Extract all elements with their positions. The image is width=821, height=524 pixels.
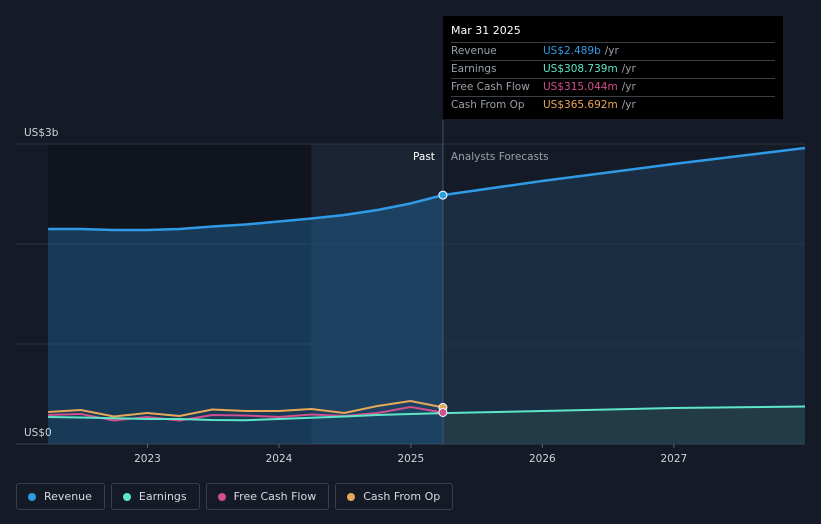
free-cash-flow-line bbox=[48, 406, 444, 422]
tooltip-label: Revenue bbox=[451, 45, 497, 57]
earnings-line bbox=[48, 412, 443, 422]
tooltip-label: Cash From Op bbox=[451, 99, 525, 111]
legend-item-cash-from-op[interactable]: Cash From Op bbox=[335, 483, 454, 510]
tooltip-value: US$315.044m bbox=[543, 81, 618, 93]
x-tick-label: 2027 bbox=[660, 453, 687, 465]
tooltip-label: Free Cash Flow bbox=[451, 81, 530, 93]
legend-label: Earnings bbox=[138, 490, 187, 503]
x-tick-label: 2023 bbox=[134, 453, 161, 465]
revenue-forecast-line bbox=[442, 146, 806, 197]
earnings-forecast-line bbox=[442, 405, 806, 415]
revenue-area-past bbox=[48, 195, 443, 444]
y-axis-bottom-label: US$0 bbox=[24, 427, 52, 439]
legend-label: Revenue bbox=[44, 490, 92, 503]
x-tick-label: 2026 bbox=[529, 453, 556, 465]
y-axis-top-label: US$3b bbox=[24, 127, 59, 139]
tooltip-date: Mar 31 2025 bbox=[451, 24, 521, 37]
cash-from-op-line bbox=[48, 400, 444, 418]
legend-dot bbox=[217, 492, 226, 501]
free-cash-flow-marker bbox=[438, 407, 448, 417]
hover-tooltip: Mar 31 2025 Revenue US$2.489b /yr Earnin… bbox=[443, 16, 783, 119]
legend-label: Cash From Op bbox=[363, 490, 441, 503]
tooltip-value: US$308.739m bbox=[543, 63, 618, 75]
x-tick-label: 2024 bbox=[266, 453, 293, 465]
revenue-line bbox=[48, 193, 444, 232]
x-tick-label: 2025 bbox=[397, 453, 424, 465]
tooltip-value: US$2.489b bbox=[543, 45, 601, 57]
tooltip-unit: /yr bbox=[621, 63, 636, 75]
tooltip-row-cash-from-op: Cash From Op US$365.692m /yr bbox=[451, 96, 775, 114]
earnings-area-forecast bbox=[442, 406, 805, 444]
tooltip-unit: /yr bbox=[621, 81, 636, 93]
forecast-label: Analysts Forecasts bbox=[451, 151, 549, 163]
legend-dot bbox=[28, 492, 36, 501]
revenue-marker bbox=[438, 190, 448, 200]
legend-item-revenue[interactable]: Revenue bbox=[16, 483, 105, 510]
legend-item-earnings[interactable]: Earnings bbox=[110, 483, 200, 510]
legend-label: Free Cash Flow bbox=[233, 490, 317, 503]
tooltip-label: Earnings bbox=[451, 63, 497, 75]
tooltip-unit: /yr bbox=[621, 99, 636, 111]
tooltip-row-revenue: Revenue US$2.489b /yr bbox=[451, 42, 775, 60]
legend-dot bbox=[122, 492, 131, 501]
tooltip-row-free-cash-flow: Free Cash Flow US$315.044m /yr bbox=[451, 78, 775, 96]
past-label: Past bbox=[413, 151, 435, 163]
legend-dot bbox=[347, 492, 356, 501]
chart-legend: Revenue Earnings Free Cash Flow Cash Fro… bbox=[16, 483, 454, 510]
tooltip-value: US$365.692m bbox=[543, 99, 618, 111]
tooltip-row-earnings: Earnings US$308.739m /yr bbox=[451, 60, 775, 78]
legend-item-free-cash-flow[interactable]: Free Cash Flow bbox=[205, 483, 330, 510]
revenue-area-forecast bbox=[442, 148, 805, 444]
tooltip-unit: /yr bbox=[604, 45, 619, 57]
